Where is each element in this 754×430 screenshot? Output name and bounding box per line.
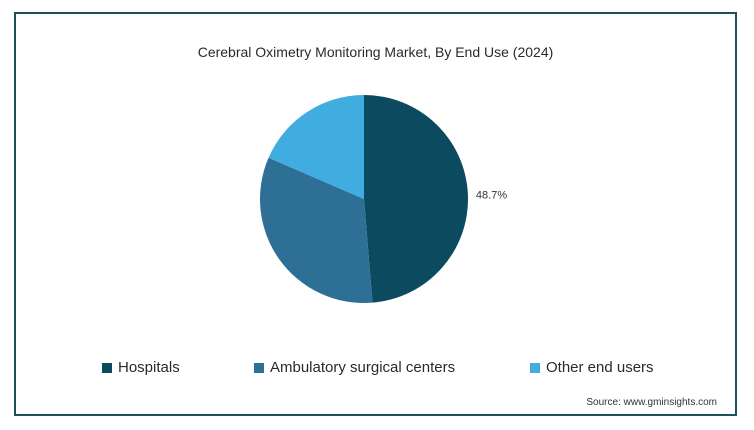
pie-data-labels: 48.7% — [476, 189, 507, 201]
legend-label-hospitals: Hospitals — [118, 359, 180, 376]
legend-swatch-hospitals — [102, 362, 112, 373]
legend-item-hospitals: Hospitals — [102, 359, 180, 376]
pie-chart: 48.7% — [260, 95, 507, 303]
legend-item-ambulatory-surgical-centers: Ambulatory surgical centers — [254, 359, 455, 376]
pie-slice-other-end-users — [268, 95, 364, 199]
legend: Hospitals Ambulatory surgical centers Ot… — [16, 359, 735, 379]
pie-slices — [260, 95, 469, 303]
legend-swatch-ambulatory-surgical-centers — [254, 362, 264, 373]
chart-title: Cerebral Oximetry Monitoring Market, By … — [197, 44, 554, 60]
legend-label-other-end-users: Other end users — [546, 359, 654, 376]
legend-swatch-other-end-users — [530, 362, 540, 373]
legend-item-other-end-users: Other end users — [530, 359, 654, 376]
chart-frame: Cerebral Oximetry Monitoring Market, By … — [14, 12, 737, 416]
source-note: Source: www.gminsights.com — [586, 397, 717, 408]
pie-slice-ambulatory-surgical-centers — [260, 157, 373, 303]
pie-slice-hospitals — [364, 95, 469, 303]
data-label-hospitals: 48.7% — [476, 189, 507, 201]
legend-label-ambulatory-surgical-centers: Ambulatory surgical centers — [270, 359, 456, 376]
